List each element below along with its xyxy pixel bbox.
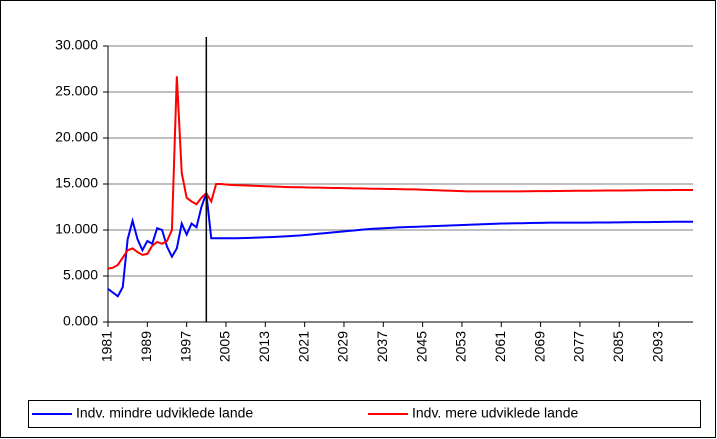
y-tick-label: 0.000 [63,313,98,329]
x-tick-label: 2069 [531,331,547,362]
x-tick-label: 2053 [453,331,469,362]
x-tick-label: 1997 [177,331,193,362]
x-tick-label: 1981 [99,331,115,362]
x-tick-label: 2013 [256,331,272,362]
legend: Indv. mindre udviklede lande Indv. mere u… [28,400,701,428]
y-tick-label: 25.000 [55,83,98,99]
legend-box [28,400,701,428]
x-tick-label: 2061 [492,331,508,362]
legend-label: Indv. mere udviklede lande [412,405,578,421]
legend-label: Indv. mindre udviklede lande [76,405,253,421]
x-tick-label: 2093 [649,331,665,362]
x-tick-label: 2005 [217,331,233,362]
y-tick-label: 30.000 [55,37,98,53]
series-line [107,76,693,270]
y-tick-label: 5.000 [63,267,98,283]
y-tick-label: 20.000 [55,129,98,145]
y-tick-label: 15.000 [55,175,98,191]
x-tick-label: 2085 [610,331,626,362]
x-tick-label: 2037 [374,331,390,362]
x-tick-label: 2021 [295,331,311,362]
x-tick-label: 2077 [571,331,587,362]
x-tick-label: 2029 [335,331,351,362]
x-tick-label: 1989 [138,331,154,362]
x-tick-label: 2045 [413,331,429,362]
series-line [107,192,693,298]
y-tick-label: 10.000 [55,221,98,237]
